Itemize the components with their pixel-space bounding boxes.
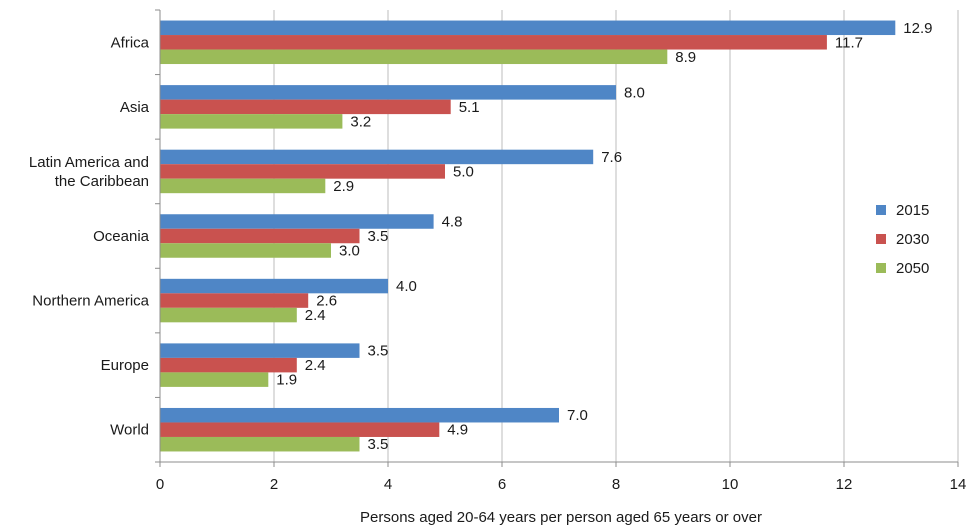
bar-2030	[160, 293, 309, 308]
category-label: Asia	[120, 99, 150, 116]
legend-swatch-2015	[876, 205, 886, 215]
legend-label: 2015	[896, 202, 929, 219]
x-tick-label: 8	[612, 476, 620, 493]
legend: 2015 2030 2050	[876, 202, 929, 277]
bar-2015	[160, 343, 360, 358]
x-tick-labels: 0 2 4 6 8 10 12 14	[156, 476, 966, 493]
x-tick-label: 12	[836, 476, 853, 493]
data-label: 7.6	[601, 149, 622, 166]
bar-2050	[160, 436, 360, 452]
data-label: 8.0	[624, 84, 645, 101]
data-label: 1.9	[276, 372, 297, 389]
legend-swatch-2030	[876, 234, 886, 244]
data-label: 3.0	[339, 243, 360, 260]
category-label: Europe	[101, 357, 149, 374]
bar-2030	[160, 422, 440, 437]
data-label: 4.0	[396, 278, 417, 295]
legend-swatch-2050	[876, 263, 886, 273]
bar-2050	[160, 307, 297, 323]
x-tick-label: 10	[722, 476, 739, 493]
data-label: 5.0	[453, 163, 474, 180]
bar-2050	[160, 178, 326, 194]
category-label: Oceania	[93, 228, 150, 245]
x-tick-label: 4	[384, 476, 392, 493]
category-label: Africa	[111, 34, 150, 51]
legend-label: 2050	[896, 260, 929, 277]
x-axis-title: Persons aged 20-64 years per person aged…	[360, 509, 762, 526]
data-label: 2.4	[305, 307, 326, 324]
category-label: World	[110, 422, 149, 439]
bar-2030	[160, 99, 451, 115]
bar-2030	[160, 35, 827, 50]
bars	[160, 20, 896, 452]
legend-label: 2030	[896, 231, 929, 248]
bar-2015	[160, 20, 896, 36]
data-label: 4.9	[447, 422, 468, 439]
x-tick-label: 14	[950, 476, 966, 493]
axes	[155, 9, 959, 467]
data-label: 5.1	[459, 99, 480, 116]
category-label: Latin America and the Caribbean	[29, 154, 149, 190]
bar-2030	[160, 357, 297, 373]
data-label: 2.9	[333, 178, 354, 195]
data-label: 7.0	[567, 407, 588, 424]
bar-2030	[160, 164, 445, 179]
data-label: 4.8	[442, 214, 463, 231]
data-label: 3.5	[368, 343, 389, 360]
bar-2015	[160, 149, 594, 165]
bar-2050	[160, 49, 668, 65]
bar-2030	[160, 228, 360, 244]
x-tick-label: 6	[498, 476, 506, 493]
category-label: Northern America	[32, 293, 149, 310]
data-label: 2.6	[316, 293, 337, 310]
x-tick-label: 2	[270, 476, 278, 493]
bar-2015	[160, 407, 559, 423]
data-label: 2.4	[305, 357, 326, 374]
bar-2050	[160, 114, 343, 129]
bar-2015	[160, 278, 388, 294]
data-label: 3.5	[368, 436, 389, 453]
bar-2050	[160, 372, 269, 387]
bar-2015	[160, 85, 616, 100]
bar-2050	[160, 243, 331, 258]
data-labels: 12.9 11.7 8.9 8.0 5.1 3.2 7.6 5.0 2.9 4.8 3.5 3.0 4.…	[276, 20, 932, 453]
data-label: 3.5	[368, 228, 389, 245]
data-label: 11.7	[835, 34, 863, 51]
data-label: 3.2	[350, 113, 371, 130]
data-label: 8.9	[675, 49, 696, 66]
category-labels: Africa Asia Latin America and the Caribbean…	[29, 34, 150, 438]
bar-2015	[160, 214, 434, 229]
x-tick-label: 0	[156, 476, 164, 493]
data-label: 12.9	[903, 20, 932, 37]
